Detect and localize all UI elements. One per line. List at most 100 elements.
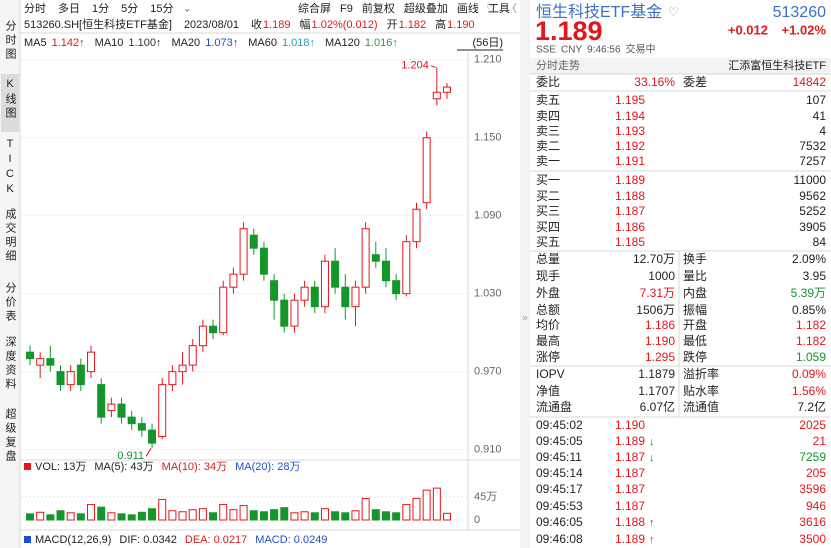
trade-time: 09:45:53 <box>536 499 583 513</box>
book-label: 卖四 <box>536 109 560 123</box>
stat-value: 1.182 <box>796 318 826 332</box>
stat-value: 1.1879 <box>638 367 675 381</box>
toolbar-button[interactable]: 前复权 <box>362 1 395 15</box>
stat-label: 振幅 <box>683 302 707 317</box>
ma-legend: 1.100↑ <box>128 37 161 49</box>
stat-label: 最高 <box>536 333 560 348</box>
book-label: 买二 <box>536 189 560 203</box>
toolbar-button[interactable]: F9 <box>340 3 353 15</box>
book-volume: 11000 <box>794 173 827 187</box>
ma-legend: MA20 <box>171 37 200 49</box>
field-value: 14842 <box>793 75 827 89</box>
book-label: 买五 <box>536 235 560 249</box>
toolbar-button[interactable]: 工具 <box>488 2 510 15</box>
volume-bar <box>239 505 248 521</box>
status: SSE <box>536 45 556 56</box>
stat-value: 7.2亿 <box>797 399 826 414</box>
sidebar-tab[interactable]: 深度资料 <box>4 336 17 392</box>
volume-bar <box>188 509 197 521</box>
toolbar-tab[interactable]: 15分 <box>150 2 173 15</box>
book-label: 买三 <box>536 204 560 218</box>
book-volume: 5252 <box>799 204 826 218</box>
collapse-strip[interactable] <box>520 0 530 548</box>
candle-body <box>422 137 431 204</box>
period-selector[interactable]: (56日) <box>472 37 503 49</box>
stat-label: 流通值 <box>683 399 719 414</box>
book-label: 买一 <box>536 173 560 187</box>
toolbar-tab[interactable]: 多日 <box>58 1 80 15</box>
volume-bar <box>209 512 218 521</box>
stat-value: 1506万 <box>636 303 675 317</box>
sidebar-tab[interactable]: TICK <box>4 138 16 198</box>
info-line: 513260.SH[恒生科技ETF基金] 2023/08/01 收 1.189 幅 1.0… <box>24 17 475 31</box>
sidebar-tab[interactable]: 成交明细 <box>4 208 17 264</box>
trade-volume: 3616 <box>799 515 826 529</box>
book-price: 1.188 <box>615 189 645 203</box>
candle-body <box>392 280 401 295</box>
sidebar-tab[interactable]: 分时图 <box>4 20 17 62</box>
toolbar-button[interactable]: 综合屏 <box>298 1 331 15</box>
trade-volume: 946 <box>806 499 826 513</box>
dropdown-icon[interactable]: ⌄ <box>183 4 191 15</box>
stat-value: 1.186 <box>645 318 675 332</box>
candle-body <box>26 351 34 360</box>
stat-label: IOPV <box>536 367 565 381</box>
info-text: 513260.SH[恒生科技ETF基金] <box>24 17 172 31</box>
candle-body <box>219 286 228 334</box>
back-icon[interactable]: 〈 <box>506 2 517 15</box>
info-field: 高 <box>435 17 446 31</box>
toolbar-tab[interactable]: 分时 <box>24 2 46 15</box>
sidebar-tab[interactable]: K线图 <box>4 78 17 121</box>
candle-body <box>158 384 167 438</box>
volume-bar <box>331 511 340 521</box>
ma-legend: 1.016↑ <box>365 37 398 49</box>
volume-bar <box>107 512 116 521</box>
book-label: 卖二 <box>536 139 560 153</box>
candle-body <box>259 247 268 275</box>
panel-tab[interactable]: 分时走势 <box>536 59 580 72</box>
volume-bar <box>412 497 421 521</box>
stat-value: 6.07亿 <box>640 399 675 414</box>
candle-body <box>127 416 136 425</box>
trade-arrow: ↓ <box>649 436 655 448</box>
trade-time: 09:45:11 <box>536 450 582 464</box>
trade-price: 1.190 <box>615 418 645 432</box>
collapse-icon[interactable]: » <box>522 313 528 324</box>
candle-body <box>87 351 96 373</box>
y-tick-label: 1.210 <box>474 54 502 66</box>
toolbar-button[interactable]: 超级叠加 <box>404 1 448 15</box>
volume-bar <box>422 489 431 521</box>
volume-bar <box>402 504 411 521</box>
book-volume: 7257 <box>799 154 826 168</box>
ma-legend: MA10 <box>95 37 124 49</box>
field-label: 委比 <box>536 75 560 89</box>
candle-body <box>320 260 329 308</box>
toolbar-tab[interactable]: 5分 <box>121 2 138 15</box>
toolbar-button[interactable]: 画线 <box>457 1 479 15</box>
candle-body <box>36 358 45 366</box>
favorite-icon[interactable]: ♡ <box>668 5 679 19</box>
volume-bar <box>371 509 380 521</box>
toolbar-tab[interactable]: 1分 <box>92 2 109 15</box>
macd-legend: DIF: 0.0342 <box>119 534 176 546</box>
book-label: 卖三 <box>536 124 560 138</box>
trade-volume: 2025 <box>799 418 826 432</box>
stat-value: 12.70万 <box>633 252 675 266</box>
trade-time: 09:45:02 <box>536 418 583 432</box>
book-price: 1.185 <box>615 235 645 249</box>
sidebar-tab[interactable]: 分价表 <box>4 282 17 324</box>
ma-legend: MA5 <box>24 37 47 49</box>
y-tick-label: 0.970 <box>474 366 502 378</box>
book-price: 1.193 <box>615 124 645 138</box>
volume-bar <box>432 487 441 521</box>
favorite-icon[interactable]: ♡ <box>486 3 496 15</box>
info-field: 1.189 <box>263 19 291 31</box>
candle-body <box>56 371 65 386</box>
book-price: 1.189 <box>615 173 645 187</box>
volume-bar <box>381 511 390 521</box>
annotation-line <box>430 65 437 69</box>
book-label: 卖一 <box>536 154 560 168</box>
sidebar-tab[interactable]: 超级复盘 <box>4 407 17 464</box>
volume-bar <box>392 512 401 521</box>
